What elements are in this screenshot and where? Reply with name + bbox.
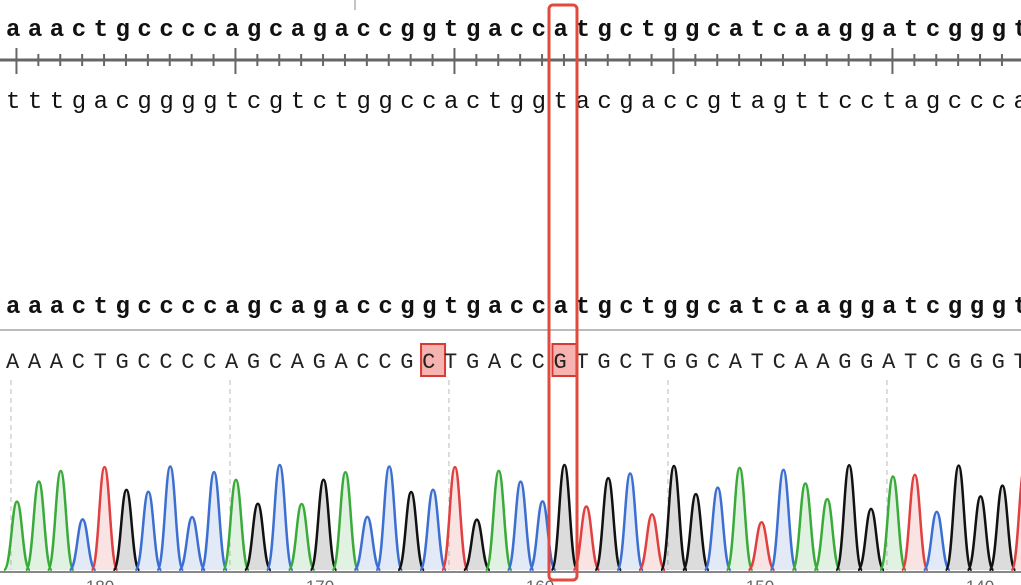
trace-peak	[287, 502, 316, 572]
trace-peak	[68, 518, 97, 572]
bottom-strand: tttgacggggtcgtctggccactggtacgaccgtagttcc…	[6, 89, 1021, 116]
trace-peak	[834, 463, 864, 572]
trace-peak	[243, 502, 273, 572]
trace-peak	[309, 478, 338, 572]
position-label: 180	[86, 577, 114, 585]
mismatch-box	[551, 343, 578, 377]
trace-peak	[900, 473, 930, 572]
trace-peak	[550, 463, 579, 572]
trace-peak	[856, 507, 886, 572]
trace-peak	[659, 464, 689, 572]
trace-peak	[637, 513, 667, 572]
trace-peak	[440, 465, 470, 572]
read-sequence: AAACTGCCCCAGCAGACCGCTGACCGTGCTGGCATCAAGG…	[6, 350, 1021, 375]
trace-peak	[1010, 475, 1021, 572]
trace-peak	[353, 515, 382, 572]
trace-peak	[615, 472, 645, 572]
ruler	[0, 0, 1021, 74]
reference-sequence: aaactgccccagcagaccggtgaccatgctggcatcaagg…	[6, 294, 1021, 321]
trace-peak	[2, 500, 32, 572]
trace-peak	[966, 495, 995, 572]
trace-peak	[988, 484, 1017, 572]
trace-peak	[769, 468, 798, 572]
trace-peak	[46, 469, 75, 572]
mismatch-box	[420, 343, 447, 377]
trace-peak	[703, 486, 732, 572]
trace-peak	[221, 478, 251, 572]
trace-peak	[375, 465, 404, 572]
position-label: 160	[526, 577, 554, 585]
trace-peak	[134, 490, 163, 572]
trace-peak	[156, 465, 185, 572]
trace-peak	[506, 480, 535, 572]
chromatogram	[2, 380, 1021, 572]
position-label: 150	[746, 577, 774, 585]
trace-peak	[396, 490, 426, 572]
trace-peak	[199, 470, 229, 572]
top-sequence: aaactgccccagcagaccggtgaccatgctggcatcaagg…	[6, 17, 1021, 44]
trace-peak	[24, 480, 54, 572]
trace-peak	[944, 464, 973, 572]
trace-peak	[791, 482, 820, 572]
mismatch-highlights	[420, 343, 578, 377]
position-labels: 180 170 160 150 140	[86, 577, 994, 585]
trace-peak	[594, 476, 623, 572]
selection-box	[547, 3, 579, 582]
position-label: 140	[966, 577, 994, 585]
trace-peak	[725, 466, 754, 572]
trace-peak	[90, 465, 119, 572]
trace-peak	[462, 518, 492, 572]
trace-peak	[922, 510, 951, 572]
trace-peak	[331, 470, 360, 572]
trace-peak	[265, 463, 294, 572]
trace-peak	[418, 488, 448, 572]
position-label: 170	[306, 577, 334, 585]
trace-peak	[878, 475, 908, 572]
trace-peak	[813, 497, 842, 572]
trace-peak	[112, 488, 141, 572]
trace-peak	[681, 492, 711, 572]
trace-peak	[484, 469, 513, 572]
trace-peak	[747, 520, 776, 572]
trace-peak	[177, 515, 207, 572]
